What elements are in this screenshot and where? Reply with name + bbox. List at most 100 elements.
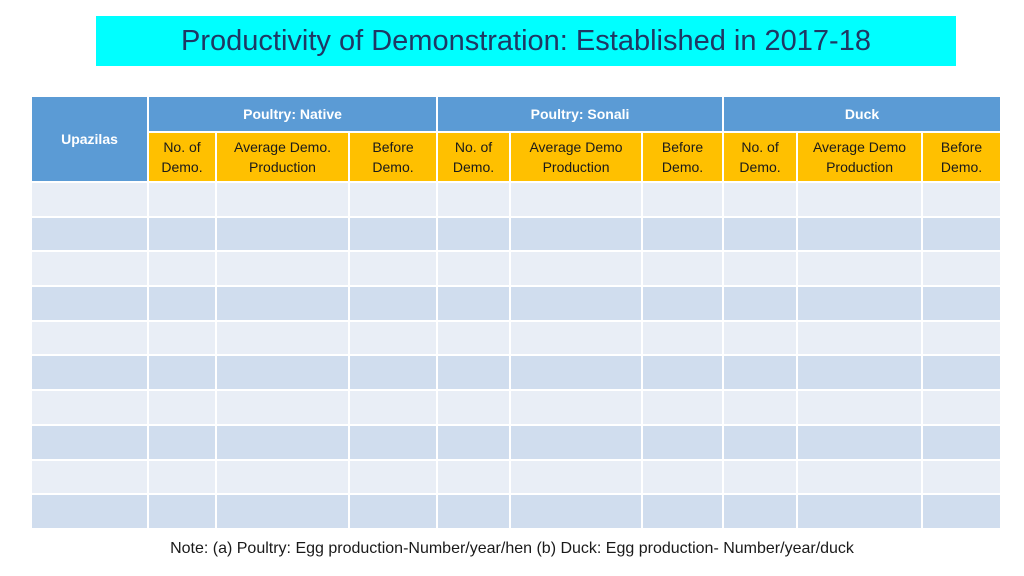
table-cell xyxy=(147,354,217,392)
table-cell xyxy=(147,285,217,322)
table-cell xyxy=(215,423,350,461)
table-cell xyxy=(509,389,644,426)
table-cell xyxy=(147,458,217,496)
table-cell xyxy=(509,354,644,392)
table-cell xyxy=(215,285,350,322)
table-cell xyxy=(722,319,799,357)
table-body xyxy=(30,181,1003,530)
table-cell xyxy=(215,181,350,218)
subheader-duck-average-production: Average Demo Production xyxy=(796,131,924,183)
table-cell xyxy=(722,423,799,461)
footnote: Note: (a) Poultry: Egg production-Number… xyxy=(170,540,854,557)
table-cell xyxy=(722,354,799,392)
table-cell xyxy=(722,250,799,288)
table-cell xyxy=(796,423,924,461)
table-cell xyxy=(347,285,439,322)
upazila-cell xyxy=(30,215,149,253)
subheader-sonali-before-demo: Before Demo. xyxy=(641,131,725,183)
group-header-duck: Duck xyxy=(722,95,1003,133)
table-cell xyxy=(436,493,512,530)
table-cell xyxy=(436,458,512,496)
table-cell xyxy=(641,181,725,218)
table-cell xyxy=(722,493,799,530)
table-cell xyxy=(147,493,217,530)
table-cell xyxy=(722,458,799,496)
upazila-cell xyxy=(30,389,149,426)
table-cell xyxy=(347,250,439,288)
table-cell xyxy=(509,493,644,530)
table-cell xyxy=(215,215,350,253)
table-row xyxy=(30,181,1003,218)
subheader-duck-before-demo: Before Demo. xyxy=(921,131,1003,183)
upazila-cell xyxy=(30,181,149,218)
table-cell xyxy=(436,319,512,357)
upazila-cell xyxy=(30,458,149,496)
table-cell xyxy=(347,215,439,253)
table-cell xyxy=(509,181,644,218)
table-cell xyxy=(347,423,439,461)
table-cell xyxy=(641,285,725,322)
table-cell xyxy=(215,458,350,496)
table-cell xyxy=(509,319,644,357)
table-cell xyxy=(347,493,439,530)
table-row xyxy=(30,354,1003,392)
table-cell xyxy=(921,389,1003,426)
table-row xyxy=(30,285,1003,322)
table-cell xyxy=(509,285,644,322)
table-cell xyxy=(641,389,725,426)
table-cell xyxy=(436,354,512,392)
table-cell xyxy=(921,215,1003,253)
table-cell xyxy=(921,423,1003,461)
table-cell xyxy=(796,389,924,426)
table-cell xyxy=(921,493,1003,530)
table-cell xyxy=(641,423,725,461)
table-cell xyxy=(796,319,924,357)
table-cell xyxy=(436,423,512,461)
table-cell xyxy=(436,285,512,322)
table-cell xyxy=(722,285,799,322)
table-row xyxy=(30,458,1003,496)
table-cell xyxy=(347,458,439,496)
table-cell xyxy=(147,250,217,288)
page-title: Productivity of Demonstration: Establish… xyxy=(96,16,956,66)
table-row xyxy=(30,389,1003,426)
table-cell xyxy=(147,389,217,426)
upazila-cell xyxy=(30,423,149,461)
table-cell xyxy=(921,250,1003,288)
table-cell xyxy=(921,458,1003,496)
table-cell xyxy=(509,250,644,288)
table-cell xyxy=(147,215,217,253)
table-cell xyxy=(722,389,799,426)
table-cell xyxy=(641,319,725,357)
table-cell xyxy=(796,285,924,322)
table-cell xyxy=(921,181,1003,218)
table-cell xyxy=(436,389,512,426)
table-cell xyxy=(921,354,1003,392)
table-cell xyxy=(509,215,644,253)
table-cell xyxy=(347,354,439,392)
upazilas-header: Upazilas xyxy=(30,95,149,183)
table-cell xyxy=(722,215,799,253)
table-cell xyxy=(436,215,512,253)
table-cell xyxy=(921,319,1003,357)
table-row xyxy=(30,215,1003,253)
table-cell xyxy=(215,389,350,426)
table-row xyxy=(30,493,1003,530)
subheader-sonali-average-production: Average Demo Production xyxy=(509,131,644,183)
table-row xyxy=(30,319,1003,357)
table-cell xyxy=(921,285,1003,322)
table-cell xyxy=(147,319,217,357)
table-cell xyxy=(796,250,924,288)
group-header-poultry-native: Poultry: Native xyxy=(146,95,439,133)
table-cell xyxy=(796,493,924,530)
table-cell xyxy=(215,493,350,530)
table-cell xyxy=(215,250,350,288)
table-row xyxy=(30,423,1003,461)
table-cell xyxy=(641,354,725,392)
subheader-duck-no-of-demo: No. of Demo. xyxy=(722,131,799,183)
table-cell xyxy=(796,215,924,253)
upazila-cell xyxy=(30,250,149,288)
table-cell xyxy=(347,319,439,357)
subheader-native-no-of-demo: No. of Demo. xyxy=(147,131,217,183)
table-cell xyxy=(796,458,924,496)
